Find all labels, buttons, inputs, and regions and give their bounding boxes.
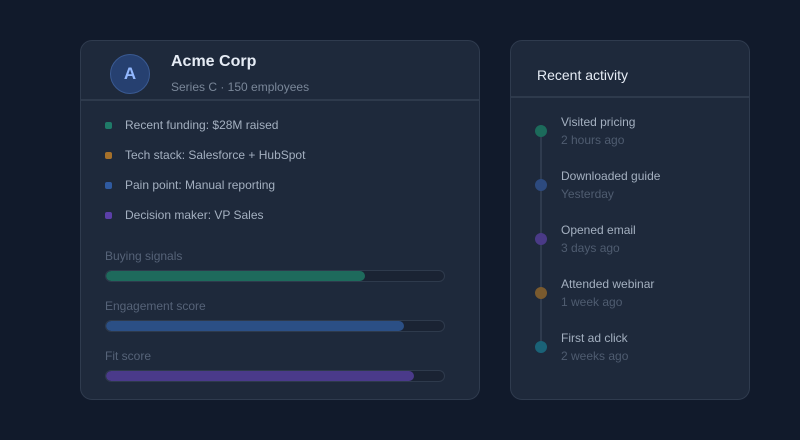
fact-item: Tech stack: Salesforce + HubSpot: [105, 147, 305, 163]
engagement-score-fill: [106, 321, 405, 331]
activity-event: Visited pricing 2 hours ago: [511, 115, 751, 151]
activity-event: Attended webinar 1 week ago: [511, 277, 751, 313]
fact-bullet-icon: [105, 181, 112, 189]
buying-signals-fill: [106, 271, 365, 281]
activity-event: Downloaded guide Yesterday: [511, 169, 751, 205]
timeline-dot-icon: [535, 287, 547, 299]
fact-text: Pain point: Manual reporting: [125, 178, 276, 192]
timeline-dot-icon: [535, 233, 547, 245]
event-time: 2 weeks ago: [561, 349, 629, 363]
activity-title: Recent activity: [537, 67, 629, 83]
activity-event: Opened email 3 days ago: [511, 223, 751, 259]
event-time: 3 days ago: [561, 241, 620, 255]
event-title: Visited pricing: [561, 115, 636, 129]
event-title: Downloaded guide: [561, 169, 661, 183]
event-time: 2 hours ago: [561, 133, 625, 147]
company-header-divider: [81, 99, 479, 101]
fact-bullet-icon: [105, 211, 112, 219]
timeline-dot-icon: [535, 179, 547, 191]
event-time: Yesterday: [561, 187, 614, 201]
fact-text: Recent funding: $28M raised: [125, 118, 279, 132]
fact-item: Decision maker: VP Sales: [105, 207, 264, 223]
fact-text: Decision maker: VP Sales: [125, 208, 264, 222]
avatar-letter: A: [123, 64, 137, 83]
company-card: A Acme Corp Series C · 150 employees Rec…: [80, 40, 480, 400]
company-name: Acme Corp: [171, 53, 257, 70]
activity-card: Recent activity Visited pricing 2 hours …: [510, 40, 750, 400]
event-time: 1 week ago: [561, 295, 623, 309]
fit-score-label: Fit score: [105, 349, 152, 363]
fit-score-bar: [105, 370, 445, 382]
company-avatar: A: [110, 54, 150, 94]
activity-header-divider: [511, 96, 749, 98]
timeline-dot-icon: [535, 125, 547, 137]
fit-score-fill: [106, 371, 415, 381]
buying-signals-label: Buying signals: [105, 249, 183, 263]
engagement-score-label: Engagement score: [105, 299, 206, 313]
engagement-score-bar: [105, 320, 445, 332]
fact-text: Tech stack: Salesforce + HubSpot: [125, 148, 306, 162]
timeline-dot-icon: [535, 341, 547, 353]
event-title: Opened email: [561, 223, 636, 237]
activity-event: First ad click 2 weeks ago: [511, 331, 751, 367]
company-subtitle: Series C · 150 employees: [171, 80, 310, 94]
fact-item: Recent funding: $28M raised: [105, 117, 278, 133]
fact-bullet-icon: [105, 121, 112, 129]
fact-bullet-icon: [105, 151, 112, 159]
event-title: Attended webinar: [561, 277, 655, 291]
event-title: First ad click: [561, 331, 628, 345]
fact-item: Pain point: Manual reporting: [105, 177, 275, 193]
buying-signals-bar: [105, 270, 445, 282]
